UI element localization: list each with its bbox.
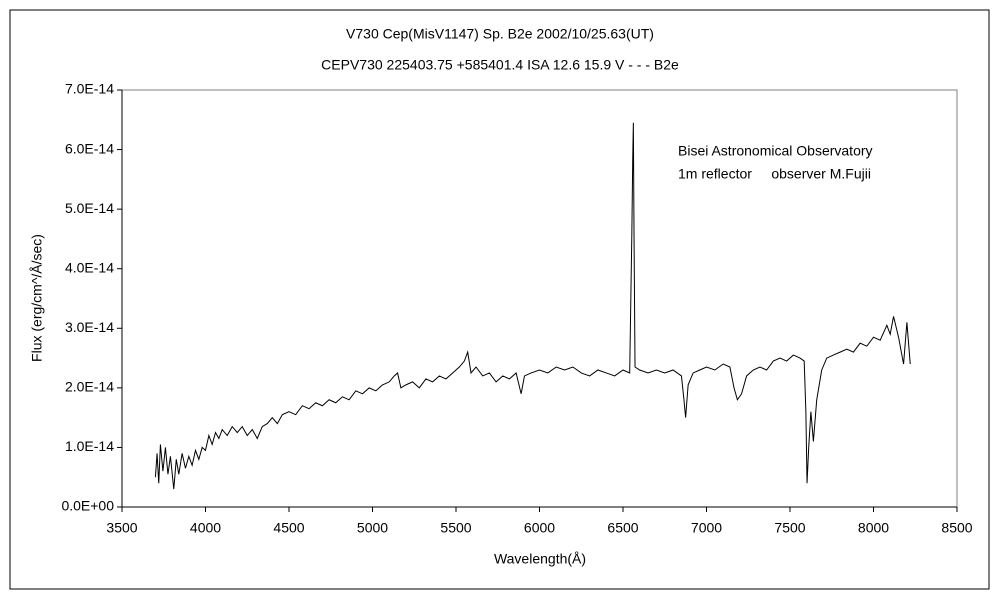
y-tick-label: 7.0E-14 <box>65 81 114 97</box>
x-tick-label: 3500 <box>106 520 137 536</box>
spectrum-line <box>154 122 911 490</box>
x-tick-label: 7000 <box>691 520 722 536</box>
plot-area <box>121 89 958 508</box>
y-tick-label: 3.0E-14 <box>65 319 114 335</box>
y-tick-label: 1.0E-14 <box>65 438 114 454</box>
chart-title: V730 Cep(MisV1147) Sp. B2e 2002/10/25.63… <box>346 26 654 42</box>
x-axis-label: Wavelength(Å) <box>494 551 586 567</box>
y-tick-label: 6.0E-14 <box>65 140 114 156</box>
chart-subtitle: CEPV730 225403.75 +585401.4 ISA 12.6 15.… <box>321 57 679 73</box>
y-tick-label: 5.0E-14 <box>65 200 114 216</box>
x-tick-label: 6500 <box>607 520 638 536</box>
x-tick-label: 4000 <box>190 520 221 536</box>
x-tick-label: 8000 <box>858 520 889 536</box>
x-tick-label: 7500 <box>774 520 805 536</box>
x-tick-label: 6000 <box>524 520 555 536</box>
x-tick-label: 8500 <box>941 520 972 536</box>
y-axis-label: Flux (erg/cm^/Å/sec) <box>29 234 45 362</box>
annotation: Bisei Astronomical Observatory <box>678 143 873 159</box>
x-tick-label: 5500 <box>440 520 471 536</box>
y-tick-label: 0.0E+00 <box>61 498 114 514</box>
y-tick-label: 2.0E-14 <box>65 379 114 395</box>
x-tick-label: 4500 <box>273 520 304 536</box>
x-tick-label: 5000 <box>357 520 388 536</box>
annotation: 1m reflector observer M.Fujii <box>678 166 871 182</box>
y-tick-label: 4.0E-14 <box>65 259 114 275</box>
